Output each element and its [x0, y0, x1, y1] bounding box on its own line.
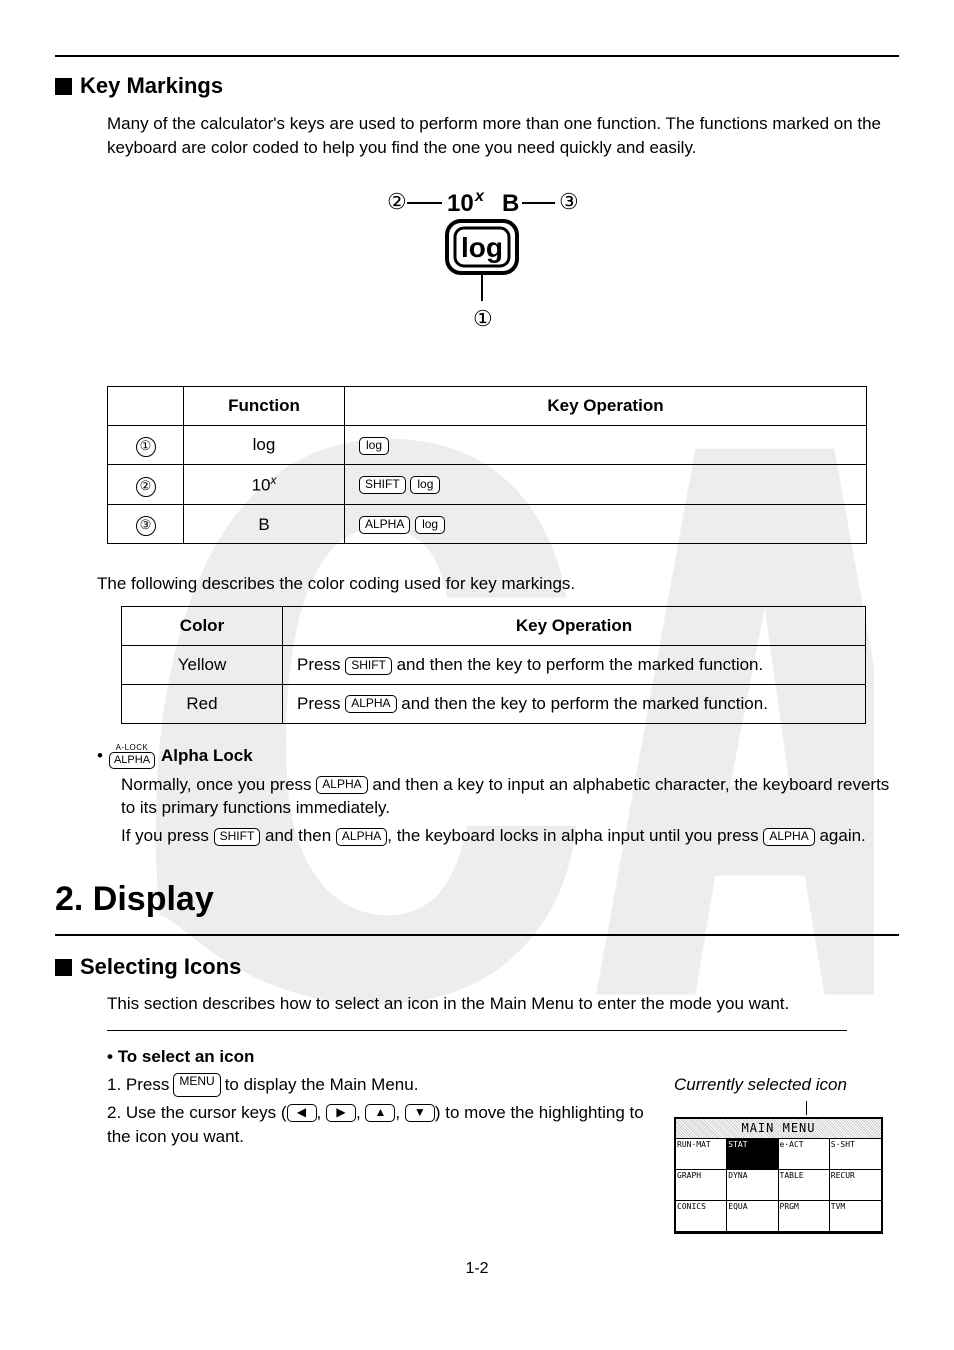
table-row: ② 10x SHIFT log	[108, 464, 867, 504]
menu-icon-graph: GRAPH	[676, 1170, 727, 1201]
row3-func: B	[184, 505, 345, 544]
bullet-icon: •	[97, 744, 103, 768]
menu-icon-prgm: PRGM	[779, 1201, 830, 1232]
func-th-blank	[108, 387, 184, 426]
diagram-b: B	[502, 190, 519, 217]
log-key-diagram: ② 10 x B ③ log ①	[55, 181, 899, 358]
shift-key-icon: SHIFT	[345, 657, 392, 675]
color-table: Color Key Operation Yellow Press SHIFT a…	[121, 606, 866, 723]
menu-icon-dyna: DYNA	[727, 1170, 778, 1201]
black-square-icon	[55, 959, 72, 976]
circled-3: ③	[559, 189, 579, 214]
menu-icon-runmat: RUN·MAT	[676, 1139, 727, 1170]
table-row: Red Press ALPHA and then the key to perf…	[122, 684, 866, 723]
step-1: 1. Press MENU to display the Main Menu.	[107, 1073, 648, 1097]
circled-2: ②	[387, 189, 407, 214]
red-op: Press ALPHA and then the key to perform …	[283, 684, 866, 723]
selecting-icons-title: Selecting Icons	[80, 952, 241, 983]
thin-rule	[107, 1030, 847, 1031]
alpha-lock-p1: Normally, once you press ALPHA and then …	[121, 773, 899, 821]
display-heading: 2. Display	[55, 876, 899, 924]
key-markings-title: Key Markings	[80, 71, 223, 102]
svg-text:x: x	[474, 188, 485, 205]
log-key-icon: log	[415, 516, 445, 534]
cursor-right-icon: ▶	[326, 1104, 356, 1122]
alpha-lock-p2: If you press SHIFT and then ALPHA, the k…	[121, 824, 899, 848]
cursor-left-icon: ◀	[287, 1104, 317, 1122]
menu-icon-stat: STAT	[727, 1139, 778, 1170]
table-row: ③ B ALPHA log	[108, 505, 867, 544]
alpha-key-icon: ALPHA	[345, 695, 396, 713]
row3-num: ③	[136, 516, 156, 536]
top-rule	[55, 55, 899, 57]
menu-icon-ssht: S·SHT	[830, 1139, 881, 1170]
func-th-function: Function	[184, 387, 345, 426]
black-square-icon	[55, 78, 72, 95]
log-key-icon: log	[410, 476, 440, 494]
display-rule	[55, 934, 899, 936]
pointer-line-icon	[806, 1101, 807, 1115]
table-row: ① log log	[108, 425, 867, 464]
color-red: Red	[122, 684, 283, 723]
color-th-color: Color	[122, 607, 283, 646]
circled-1: ①	[473, 306, 493, 331]
row3-keys: ALPHA log	[345, 505, 867, 544]
row2-func: 10x	[184, 464, 345, 504]
color-intro: The following describes the color coding…	[97, 572, 899, 596]
menu-key-icon: MENU	[173, 1073, 220, 1097]
row2-keys: SHIFT log	[345, 464, 867, 504]
menu-icon-conics: CONICS	[676, 1201, 727, 1232]
table-row: Yellow Press SHIFT and then the key to p…	[122, 646, 866, 685]
alpha-key-icon: ALPHA	[359, 516, 410, 534]
row1-func: log	[184, 425, 345, 464]
function-table: Function Key Operation ① log log ② 10x S…	[107, 386, 867, 544]
alpha-key-icon: ALPHA	[109, 752, 155, 769]
alpha-lock-keystack: A-LOCK ALPHA	[109, 744, 155, 769]
alpha-key-icon: ALPHA	[763, 828, 814, 846]
menu-icon-equa: EQUA	[727, 1201, 778, 1232]
shift-key-icon: SHIFT	[359, 476, 406, 494]
screen-title: MAIN MENU	[676, 1119, 881, 1139]
alpha-key-icon: ALPHA	[336, 828, 387, 846]
diagram-10x: 10	[447, 190, 474, 217]
cursor-down-icon: ▼	[405, 1104, 435, 1122]
func-th-keyop: Key Operation	[345, 387, 867, 426]
row2-num: ②	[136, 477, 156, 497]
yellow-op: Press SHIFT and then the key to perform …	[283, 646, 866, 685]
currently-selected-label: Currently selected icon	[674, 1073, 899, 1097]
color-th-keyop: Key Operation	[283, 607, 866, 646]
color-yellow: Yellow	[122, 646, 283, 685]
menu-icon-eact: e·ACT	[779, 1139, 830, 1170]
menu-icon-table: TABLE	[779, 1170, 830, 1201]
calculator-screen: MAIN MENU RUN·MATSTATe·ACTS·SHT GRAPHDYNA…	[674, 1117, 883, 1234]
alpha-key-icon: ALPHA	[316, 776, 367, 794]
selecting-icons-heading: Selecting Icons	[55, 952, 899, 983]
row1-num: ①	[136, 437, 156, 457]
selecting-icons-para: This section describes how to select an …	[107, 992, 899, 1016]
log-key-icon: log	[359, 437, 389, 455]
menu-icon-recur: RECUR	[830, 1170, 881, 1201]
key-markings-heading: Key Markings	[55, 71, 899, 102]
row1-keys: log	[345, 425, 867, 464]
diagram-keycap-label: log	[461, 232, 503, 263]
to-select-heading: • To select an icon	[107, 1045, 899, 1069]
step-2: 2. Use the cursor keys (◀, ▶, ▲, ▼) to m…	[107, 1101, 648, 1149]
shift-key-icon: SHIFT	[214, 828, 261, 846]
menu-icon-tvm: TVM	[830, 1201, 881, 1232]
page-number: 1-2	[55, 1258, 899, 1280]
alpha-lock-heading: • A-LOCK ALPHA Alpha Lock	[97, 744, 899, 769]
cursor-up-icon: ▲	[365, 1104, 395, 1122]
key-markings-para: Many of the calculator's keys are used t…	[107, 112, 899, 160]
alpha-lock-title: Alpha Lock	[161, 744, 253, 768]
